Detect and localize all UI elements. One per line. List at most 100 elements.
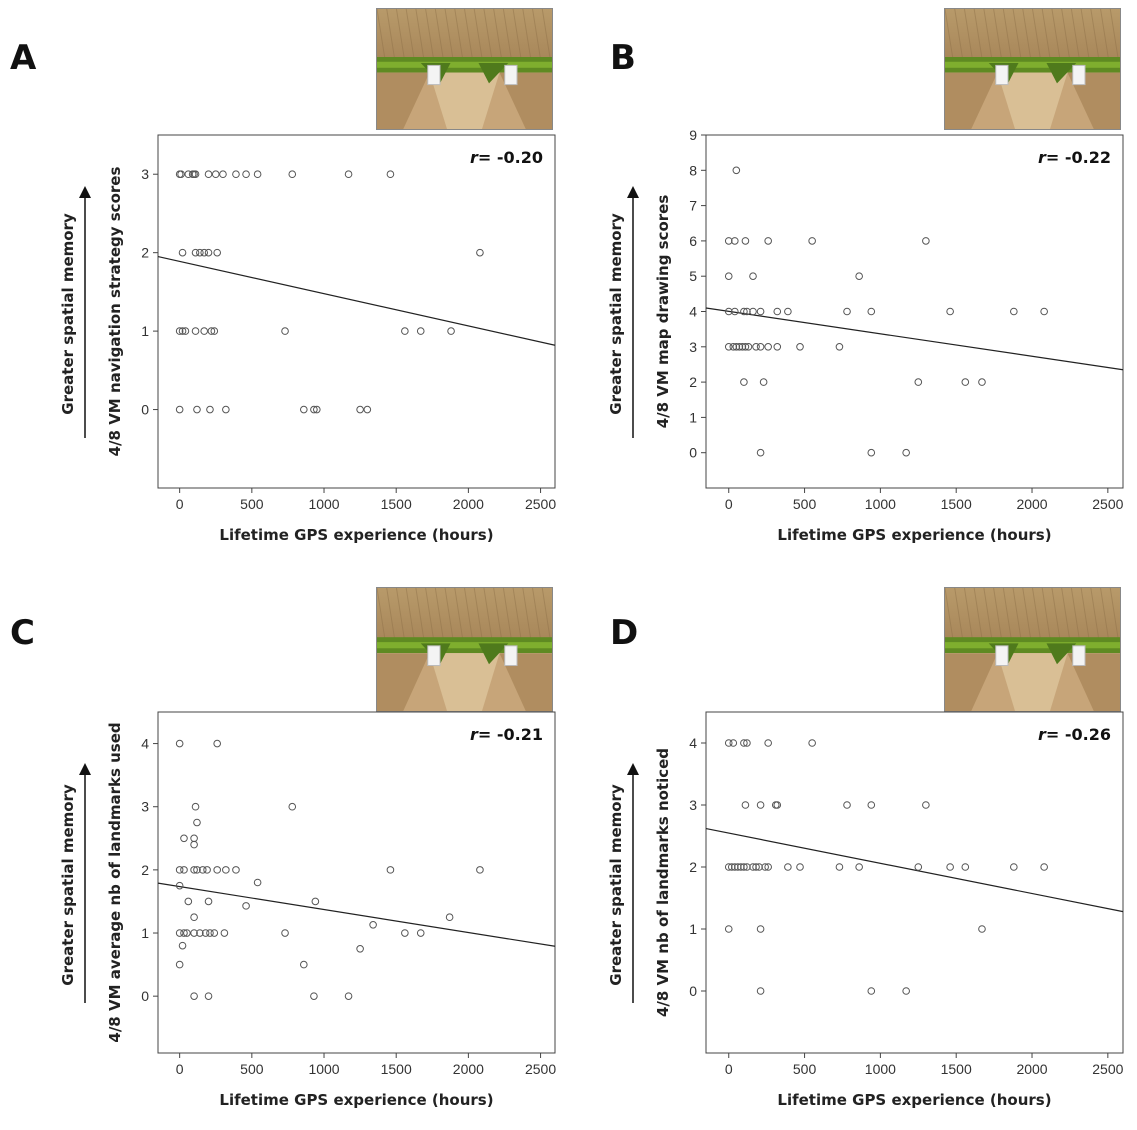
- data-point: [401, 929, 409, 937]
- x-tick-label: 1000: [865, 496, 896, 512]
- data-point: [902, 448, 910, 457]
- data-point: [210, 929, 219, 937]
- data-point: [867, 801, 876, 809]
- y-tick-label: 3: [689, 797, 697, 813]
- data-point: [175, 960, 184, 969]
- data-point: [311, 897, 320, 906]
- landmark-sign-left: [427, 64, 441, 86]
- memory-arrow-head: [627, 763, 639, 775]
- data-point: [232, 866, 240, 874]
- data-point: [808, 739, 816, 747]
- data-point: [175, 929, 184, 937]
- data-point: [206, 929, 214, 937]
- data-point: [369, 921, 377, 929]
- data-point: [764, 237, 772, 245]
- data-point: [178, 248, 187, 257]
- data-point: [724, 272, 733, 281]
- data-point: [731, 307, 739, 316]
- data-point: [178, 941, 187, 950]
- data-point: [855, 272, 863, 281]
- data-point: [190, 929, 198, 937]
- panel-letter: D: [610, 613, 639, 653]
- data-point: [193, 818, 201, 827]
- data-point: [752, 863, 760, 871]
- landmark-sign-right: [504, 645, 518, 666]
- virtual-maze-thumbnail: [376, 587, 553, 712]
- data-point: [175, 327, 184, 335]
- data-point: [445, 913, 454, 922]
- greater-spatial-memory-label: Greater spatial memory: [59, 213, 77, 415]
- data-point: [764, 863, 772, 871]
- data-point: [175, 405, 184, 414]
- data-point: [727, 863, 736, 871]
- data-point: [741, 343, 750, 351]
- x-axis-label: Lifetime GPS experience (hours): [777, 1091, 1051, 1109]
- data-point: [180, 866, 188, 874]
- data-point: [796, 863, 804, 871]
- x-tick-label: 2500: [525, 1061, 556, 1077]
- panel-letter: B: [610, 38, 636, 78]
- data-point: [242, 170, 250, 179]
- data-point: [219, 170, 227, 179]
- x-tick-label: 0: [176, 496, 184, 512]
- data-point: [946, 307, 954, 316]
- data-point: [756, 925, 765, 933]
- scatter-plot-c: 0 1 2 3 4 0 500 1000 1500 2000 2500 r= -0.21 Lifetim…: [59, 711, 556, 1109]
- data-point: [724, 925, 733, 933]
- x-axis-label: Lifetime GPS experience (hours): [219, 1091, 493, 1109]
- virtual-maze-thumbnail: [944, 587, 1121, 712]
- greater-spatial-memory-label: Greater spatial memory: [59, 784, 77, 986]
- x-tick-label: 0: [725, 496, 733, 512]
- y-tick-label: 3: [141, 799, 149, 815]
- data-point: [922, 801, 930, 809]
- data-point: [281, 327, 289, 335]
- data-point: [344, 170, 353, 179]
- data-point: [196, 248, 204, 257]
- data-point: [741, 237, 750, 245]
- data-point: [220, 929, 229, 937]
- landmark-sign-left: [427, 645, 441, 666]
- y-tick-label: 2: [141, 245, 149, 261]
- x-tick-label: 2500: [1092, 1061, 1123, 1077]
- correlation-value: = -0.20: [478, 148, 543, 167]
- landmark-sign-right: [1072, 64, 1086, 86]
- x-tick-label: 2500: [525, 496, 556, 512]
- data-point: [386, 866, 395, 874]
- data-point: [749, 307, 757, 316]
- correlation-label: r= -0.26: [1038, 725, 1111, 744]
- data-point: [756, 343, 765, 351]
- data-point: [724, 739, 733, 747]
- data-point: [213, 739, 221, 748]
- maze-scene-image: [945, 588, 1120, 711]
- virtual-maze-thumbnail: [376, 8, 553, 130]
- virtual-maze-thumbnail: [944, 8, 1121, 130]
- y-tick-label: 1: [689, 409, 697, 425]
- correlation-symbol: r: [1038, 148, 1047, 167]
- data-point: [741, 801, 750, 809]
- data-point: [204, 992, 213, 1000]
- plot-frame: [157, 711, 556, 1054]
- data-point: [724, 863, 733, 871]
- y-axis-label: 4/8 VM average nb of landmarks used: [106, 722, 124, 1042]
- data-point: [756, 307, 765, 316]
- data-point: [756, 801, 765, 809]
- landmark-sign-left: [995, 645, 1009, 666]
- panel-d: D 0 1 2 3 4 0 500 1000 1500 2000 2500 r= -0.26 Lifet…: [568, 565, 1136, 1130]
- data-point: [773, 801, 782, 809]
- data-point: [756, 987, 765, 995]
- data-point: [961, 863, 970, 871]
- data-point: [732, 343, 741, 351]
- greater-spatial-memory-label: Greater spatial memory: [607, 213, 625, 415]
- x-tick-label: 2500: [1092, 496, 1123, 512]
- plot-frame: [157, 134, 556, 489]
- data-point: [867, 448, 876, 457]
- data-point: [232, 170, 240, 179]
- sky-wall: [945, 9, 1120, 60]
- data-point: [190, 834, 198, 843]
- data-point: [843, 801, 851, 809]
- y-axis-label: 4/8 VM map drawing scores: [654, 195, 672, 429]
- data-point: [300, 405, 308, 414]
- y-tick-label: 0: [689, 983, 697, 999]
- maze-scene-image: [377, 9, 552, 129]
- data-point: [181, 327, 190, 335]
